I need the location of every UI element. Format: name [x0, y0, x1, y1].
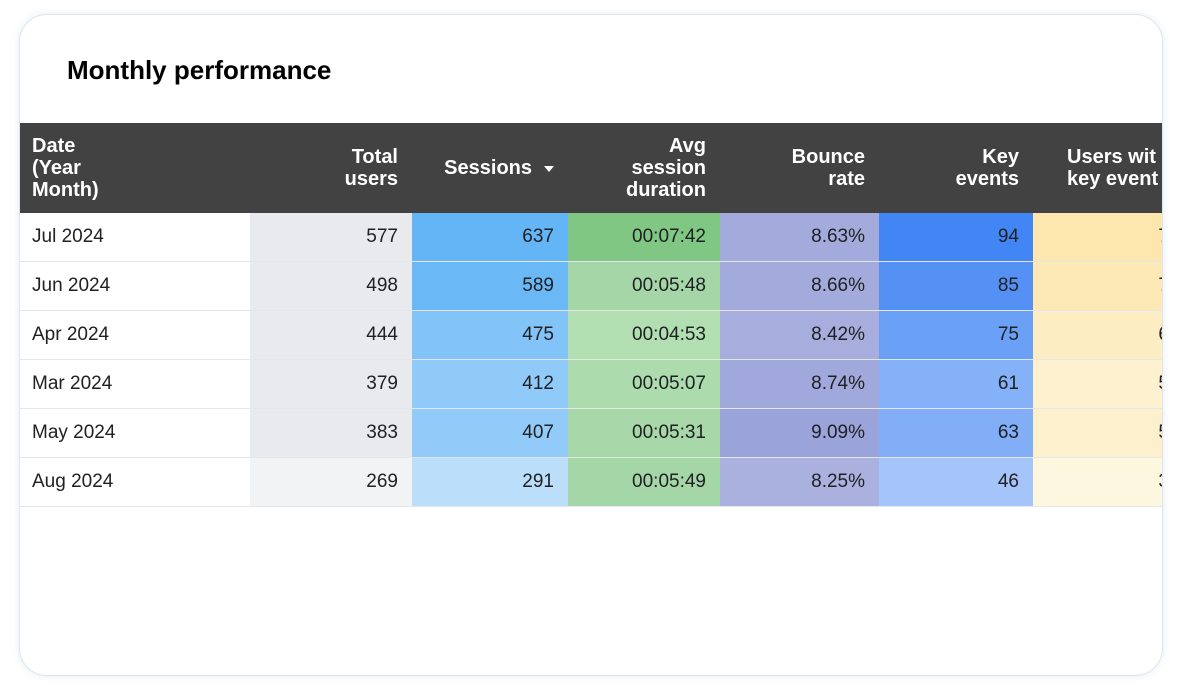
table-cell: 589	[412, 261, 568, 311]
table-cell: 8.25%	[720, 457, 879, 507]
table-cell: 383	[250, 408, 412, 458]
table-cell: 00:04:53	[568, 310, 720, 360]
table-cell: 63	[879, 408, 1033, 458]
column-header[interactable]: Date (Year Month)	[20, 123, 250, 213]
sort-arrow	[544, 165, 554, 172]
table-cell: 8.42%	[720, 310, 879, 360]
table-cell: 6	[1033, 310, 1162, 360]
table-cell: 7	[1033, 261, 1162, 311]
table-cell: 412	[412, 359, 568, 409]
table-cell: 407	[412, 408, 568, 458]
table-cell: 475	[412, 310, 568, 360]
table-cell: 94	[879, 213, 1033, 262]
table-cell: 46	[879, 457, 1033, 507]
table-cell: 00:05:07	[568, 359, 720, 409]
header-row: Date (Year Month) Total users Sessions Avg …	[20, 123, 1162, 213]
table-cell: 269	[250, 457, 412, 507]
table-cell: 498	[250, 261, 412, 311]
table-cell: 61	[879, 359, 1033, 409]
table-cell: 379	[250, 359, 412, 409]
table-cell: 85	[879, 261, 1033, 311]
column-header-text: Key events	[955, 146, 1019, 190]
column-header[interactable]: Key events	[879, 123, 1033, 213]
column-header-text: Total users	[344, 146, 398, 190]
table-cell: 291	[412, 457, 568, 507]
table-cell: 7	[1033, 213, 1162, 262]
table-cell: Mar 2024	[20, 359, 250, 409]
table-cell: 577	[250, 213, 412, 262]
column-header[interactable]: Total users	[250, 123, 412, 213]
table-cell: Apr 2024	[20, 310, 250, 360]
table-cell: 8.66%	[720, 261, 879, 311]
table-cell: 00:05:48	[568, 261, 720, 311]
table-cell: Jun 2024	[20, 261, 250, 311]
column-header[interactable]: Users wit key event	[1033, 123, 1162, 213]
column-header[interactable]: Bounce rate	[720, 123, 879, 213]
card-title: Monthly performance	[67, 55, 332, 85]
table-cell: May 2024	[20, 408, 250, 458]
table-cell: 8.63%	[720, 213, 879, 262]
table-cell: 637	[412, 213, 568, 262]
column-header[interactable]: Avg session duration	[568, 123, 720, 213]
table-cell: 00:05:31	[568, 408, 720, 458]
table-cell: Aug 2024	[20, 457, 250, 507]
table-cell: 00:07:42	[568, 213, 720, 262]
table-cell: 444	[250, 310, 412, 360]
table-cell: 75	[879, 310, 1033, 360]
table-cell: 3	[1033, 457, 1162, 507]
table-cell: 00:05:49	[568, 457, 720, 507]
card: Monthly performance Date (Year Month) Tot…	[19, 14, 1163, 676]
table-cell: 9.09%	[720, 408, 879, 458]
column-header-text: Sessions	[444, 157, 532, 179]
table-cell: 8.74%	[720, 359, 879, 409]
table-cell: Jul 2024	[20, 213, 250, 262]
table-cell: 5	[1033, 359, 1162, 409]
column-header[interactable]: Sessions	[412, 123, 568, 213]
table-cell: 5	[1033, 408, 1162, 458]
column-header-text: Users wit key event	[1067, 146, 1159, 190]
column-header-text: Avg session duration	[626, 135, 706, 201]
column-header-text: Bounce rate	[791, 146, 865, 190]
column-header-text: Date (Year Month)	[32, 135, 99, 201]
performance-table: Date (Year Month) Total users Sessions Avg …	[20, 123, 1162, 507]
